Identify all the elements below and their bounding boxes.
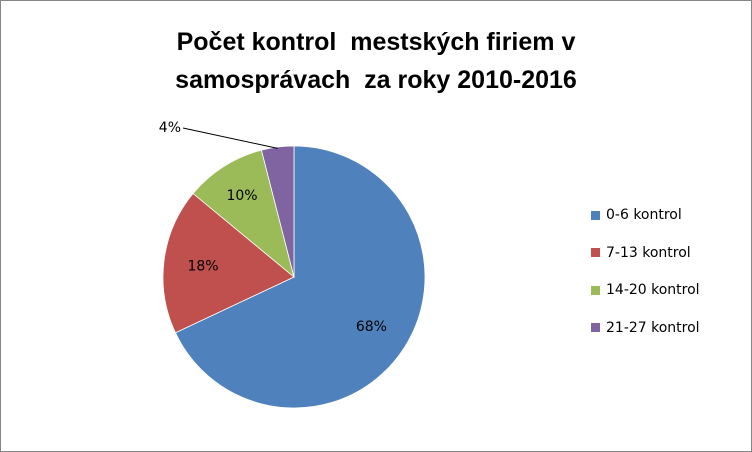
- leader-line-21-27: [182, 127, 278, 149]
- data-label-0-6: 68%: [356, 319, 387, 335]
- legend-swatch-14-20: [591, 285, 600, 295]
- legend-swatch-0-6: [591, 210, 600, 220]
- data-label-7-13: 18%: [187, 259, 218, 275]
- legend-label-14-20: 14-20 kontrol: [606, 282, 700, 298]
- data-label-21-27: 4%: [159, 120, 181, 136]
- pie-slice-21-27: [260, 145, 295, 278]
- chart-title: Počet kontrol mestských firiem v samospr…: [1, 23, 751, 99]
- legend: 0-6 kontrol 7-13 kontrol 14-20 kontrol 2…: [591, 206, 700, 356]
- legend-swatch-21-27: [591, 323, 600, 332]
- legend-label-7-13: 7-13 kontrol: [606, 244, 691, 261]
- legend-item-14-20: 14-20 kontrol: [591, 281, 700, 299]
- pie-slice-7-13: [162, 192, 295, 334]
- chart-title-line-1: Počet kontrol mestských firiem v: [176, 28, 576, 56]
- legend-swatch-7-13: [591, 248, 600, 257]
- legend-item-21-27: 21-27 kontrol: [591, 319, 700, 337]
- legend-item-7-13: 7-13 kontrol: [591, 244, 700, 262]
- pie-slice-0-6: [174, 145, 426, 409]
- data-label-14-20: 10%: [226, 188, 257, 204]
- legend-item-0-6: 0-6 kontrol: [591, 206, 700, 224]
- pie-slice-14-20: [192, 149, 295, 279]
- legend-label-21-27: 21-27 kontrol: [606, 319, 700, 336]
- chart-title-line-2: samosprávach za roky 2010-2016: [175, 66, 577, 94]
- legend-label-0-6: 0-6 kontrol: [606, 207, 682, 223]
